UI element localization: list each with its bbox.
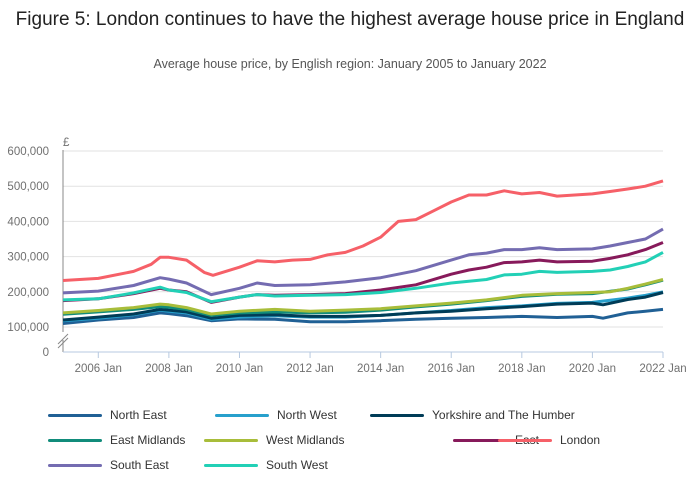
series-line-yorkshire-and-the-humber (62, 291, 664, 322)
x-tick-label: 2006 Jan (75, 363, 122, 375)
y-tick-label: 300,000 (7, 252, 49, 264)
legend-item[interactable]: South East (48, 458, 169, 472)
legend-label: West Midlands (266, 433, 345, 447)
legend-item[interactable]: North West (215, 408, 337, 422)
legend-item[interactable]: Yorkshire and The Humber (370, 408, 575, 422)
legend-swatch (204, 463, 258, 467)
legend-swatch (215, 413, 269, 417)
legend-item[interactable]: East Midlands (48, 433, 185, 447)
x-tick-label: 2008 Jan (145, 363, 192, 375)
series-line-north-east (62, 307, 664, 325)
y-tick-label: 400,000 (7, 216, 49, 228)
series-line-west-midlands (62, 278, 664, 316)
y-tick-label: 500,000 (7, 181, 49, 193)
legend-swatch (48, 438, 102, 442)
legend-label: South West (266, 458, 328, 472)
series-line-london (62, 179, 664, 282)
x-tick-label: 2020 Jan (569, 363, 616, 375)
legend-item[interactable]: West Midlands (204, 433, 344, 447)
legend-label: South East (110, 458, 169, 472)
x-tick-label: 2014 Jan (357, 363, 404, 375)
series-line-south-east (62, 227, 664, 297)
axis-break-mark (57, 333, 69, 345)
legend-label: North East (110, 408, 167, 422)
y-tick-label: 600,000 (7, 146, 49, 158)
x-tick-label: 2016 Jan (428, 363, 475, 375)
x-tick-label: 2018 Jan (498, 363, 545, 375)
legend-item[interactable]: South West (204, 458, 328, 472)
legend-label: East Midlands (110, 433, 186, 447)
x-tick-label: 2022 Jan (639, 363, 686, 375)
legend-swatch (48, 413, 102, 417)
y-tick-label: 100,000 (7, 322, 49, 334)
legend-swatch (370, 413, 424, 417)
x-tick-label: 2012 Jan (286, 363, 333, 375)
legend-label: North West (277, 408, 337, 422)
legend-swatch (453, 438, 507, 442)
chart-subtitle: Average house price, by English region: … (153, 57, 547, 71)
legend-swatch (498, 438, 552, 442)
legend-label: Yorkshire and The Humber (432, 408, 575, 422)
x-tick-label: 2010 Jan (216, 363, 263, 375)
chart-title: Figure 5: London continues to have the h… (15, 9, 685, 30)
y-axis-label: £ (63, 137, 70, 149)
y-tick-label: 200,000 (7, 287, 49, 299)
y-tick-label: 0 (43, 347, 49, 359)
legend-item[interactable]: North East (48, 408, 167, 422)
legend-swatch (48, 463, 102, 467)
plot-area: £ 0 100,000 200,000 300,000 400,000 500,000 60… (7, 137, 686, 375)
legend-label: London (560, 433, 601, 447)
axis-break-mark (57, 337, 69, 349)
legend-swatch (204, 438, 258, 442)
legend-item[interactable]: London (498, 433, 600, 447)
series-line-south-west (62, 251, 664, 304)
